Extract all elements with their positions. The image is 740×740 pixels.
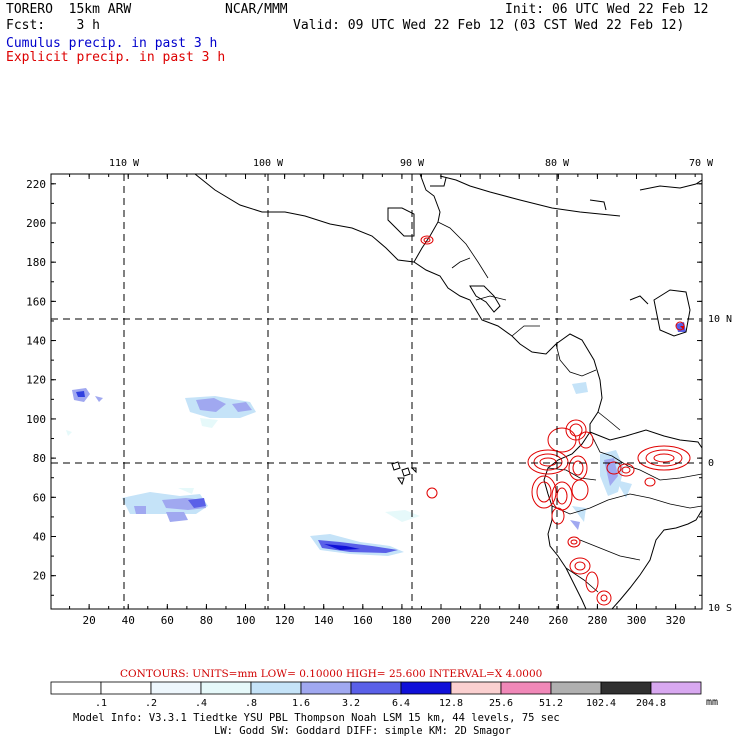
field-explicit-label: Explicit precip. in past 3 h bbox=[6, 50, 226, 65]
contours-info: CONTOURS: UNITS=mm LOW= 0.10000 HIGH= 25… bbox=[120, 668, 542, 680]
explicit-precip-contours bbox=[420, 235, 691, 606]
lon-label: 100 W bbox=[253, 158, 284, 169]
lat-label: 0 bbox=[708, 458, 714, 469]
y-tick-label: 120 bbox=[26, 374, 46, 387]
x-tick-label: 20 bbox=[82, 614, 95, 627]
colorbar-swatch bbox=[300, 681, 352, 695]
lat-label: 10 N bbox=[708, 314, 732, 325]
colorbar-swatch bbox=[250, 681, 302, 695]
y-tick-label: 20 bbox=[33, 570, 46, 583]
colorbar-label: 25.6 bbox=[489, 698, 513, 709]
physics-info: LW: Godd SW: Goddard DIFF: simple KM: 2D… bbox=[214, 725, 511, 737]
org-label: NCAR/MMM bbox=[225, 2, 288, 17]
lon-label: 90 W bbox=[400, 158, 425, 169]
colorbar-swatch bbox=[50, 681, 102, 695]
colorbar-swatch bbox=[600, 681, 652, 695]
colorbar-label: 1.6 bbox=[292, 698, 310, 709]
lon-label: 80 W bbox=[545, 158, 570, 169]
x-tick-label: 80 bbox=[200, 614, 213, 627]
lon-label: 70 W bbox=[689, 158, 714, 169]
colorbar-swatch bbox=[200, 681, 252, 695]
colorbar-unit: mm bbox=[706, 697, 718, 708]
y-tick-label: 60 bbox=[33, 491, 46, 504]
latitude-labels: 10 N 0 10 S bbox=[708, 314, 732, 614]
colorbar-label: .2 bbox=[145, 698, 157, 709]
lat-lon-grid bbox=[51, 174, 702, 609]
x-axis-ticks: 20 40 60 80 100 120 140 160 180 200 220 240 260 280 30… bbox=[69, 174, 696, 627]
colorbar-label: 51.2 bbox=[539, 698, 563, 709]
x-tick-label: 140 bbox=[314, 614, 334, 627]
x-tick-label: 220 bbox=[470, 614, 490, 627]
colorbar-label: .4 bbox=[195, 698, 207, 709]
x-tick-label: 320 bbox=[666, 614, 686, 627]
cumulus-precip-areas bbox=[66, 322, 686, 556]
x-tick-label: 40 bbox=[122, 614, 135, 627]
colorbar-swatch bbox=[500, 681, 552, 695]
y-tick-label: 180 bbox=[26, 256, 46, 269]
valid-time: Valid: 09 UTC Wed 22 Feb 12 (03 CST Wed … bbox=[293, 18, 685, 33]
x-tick-label: 200 bbox=[431, 614, 451, 627]
longitude-labels: 110 W 100 W 90 W 80 W 70 W bbox=[109, 158, 714, 169]
model-title: TORERO 15km ARW bbox=[6, 2, 132, 17]
x-tick-label: 260 bbox=[548, 614, 568, 627]
colorbar-swatch bbox=[650, 681, 702, 695]
x-tick-label: 180 bbox=[392, 614, 412, 627]
model-info: Model Info: V3.3.1 Tiedtke YSU PBL Thomp… bbox=[73, 712, 560, 724]
colorbar: .1 .2 .4 .8 1.6 3.2 6.4 12.8 25.6 51.2 102.4 204.8 bbox=[50, 681, 702, 709]
colorbar-label: .8 bbox=[245, 698, 257, 709]
y-axis-ticks: 20 40 60 80 100 120 140 160 180 200 220 bbox=[26, 178, 702, 596]
colorbar-label: 6.4 bbox=[392, 698, 410, 709]
forecast-hour: Fcst: 3 h bbox=[6, 18, 100, 33]
lon-label: 110 W bbox=[109, 158, 140, 169]
colorbar-label: 204.8 bbox=[636, 698, 666, 709]
x-tick-label: 280 bbox=[587, 614, 607, 627]
colorbar-label: .1 bbox=[95, 698, 107, 709]
x-tick-label: 300 bbox=[627, 614, 647, 627]
y-tick-label: 100 bbox=[26, 413, 46, 426]
x-tick-label: 60 bbox=[161, 614, 174, 627]
colorbar-swatch bbox=[100, 681, 152, 695]
lat-label: 10 S bbox=[708, 603, 732, 614]
colorbar-swatch bbox=[150, 681, 202, 695]
y-tick-label: 160 bbox=[26, 295, 46, 308]
field-cumulus-label: Cumulus precip. in past 3 h bbox=[6, 36, 218, 51]
y-tick-label: 140 bbox=[26, 335, 46, 348]
x-tick-label: 120 bbox=[275, 614, 295, 627]
x-tick-label: 160 bbox=[353, 614, 373, 627]
colorbar-swatch bbox=[350, 681, 402, 695]
init-time: Init: 06 UTC Wed 22 Feb 12 bbox=[505, 2, 709, 17]
x-tick-label: 100 bbox=[236, 614, 256, 627]
y-tick-label: 80 bbox=[33, 452, 46, 465]
colorbar-swatch bbox=[450, 681, 502, 695]
y-tick-label: 220 bbox=[26, 178, 46, 191]
y-tick-label: 200 bbox=[26, 217, 46, 230]
x-tick-label: 240 bbox=[509, 614, 529, 627]
plot-frame bbox=[50, 173, 703, 610]
colorbar-swatch bbox=[550, 681, 602, 695]
y-tick-label: 40 bbox=[33, 531, 46, 544]
colorbar-label: 3.2 bbox=[342, 698, 360, 709]
colorbar-label: 102.4 bbox=[586, 698, 616, 709]
colorbar-label: 12.8 bbox=[439, 698, 463, 709]
colorbar-swatch bbox=[400, 681, 452, 695]
